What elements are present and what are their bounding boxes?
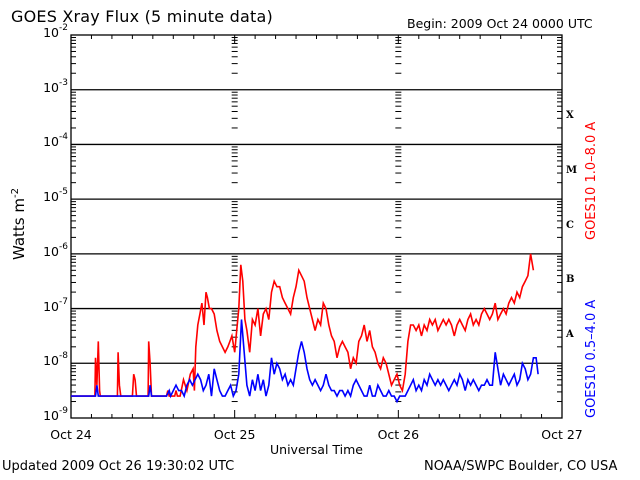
y-tick-label: 10-8 <box>43 351 68 369</box>
x-tick-label: Oct 26 <box>377 427 420 442</box>
x-tick-label: Oct 25 <box>213 427 256 442</box>
y-tick-label: 10-7 <box>43 296 68 314</box>
begin-time: Begin: 2009 Oct 24 0000 UTC <box>407 16 593 31</box>
plot-frame <box>70 34 563 419</box>
y-tick-label: 10-9 <box>43 406 68 424</box>
y-tick-label: 10-4 <box>43 132 68 150</box>
chart-title: GOES Xray Flux (5 minute data) <box>11 7 273 26</box>
y-tick-label: 10-2 <box>43 23 68 41</box>
y-tick-label: 10-6 <box>43 241 68 259</box>
y-tick-label: 10-5 <box>43 187 68 205</box>
x-tick-label: Oct 27 <box>541 427 583 442</box>
y-axis-label-base: Watts m <box>10 197 28 261</box>
legend-short-wavelength: GOES10 0.5–4.0 A <box>584 299 599 418</box>
y-axis-label: Watts m-2 <box>10 179 28 269</box>
flare-class-x: X <box>566 110 574 122</box>
y-axis-label-exp: -2 <box>10 188 21 198</box>
x-tick-label: Oct 24 <box>50 427 92 442</box>
y-tick-label: 10-3 <box>43 77 68 95</box>
flare-class-a: A <box>566 328 574 340</box>
series-short-line <box>71 319 539 404</box>
flare-class-c: C <box>566 219 574 231</box>
credit-text: NOAA/SWPC Boulder, CO USA <box>424 459 618 474</box>
flare-class-m: M <box>566 164 578 176</box>
x-axis-label: Universal Time <box>270 442 363 457</box>
flare-class-b: B <box>566 274 575 286</box>
updated-timestamp: Updated 2009 Oct 26 19:30:02 UTC <box>2 459 235 474</box>
legend-long-wavelength: GOES10 1.0–8.0 A <box>584 121 599 240</box>
series-long-line <box>71 253 535 397</box>
